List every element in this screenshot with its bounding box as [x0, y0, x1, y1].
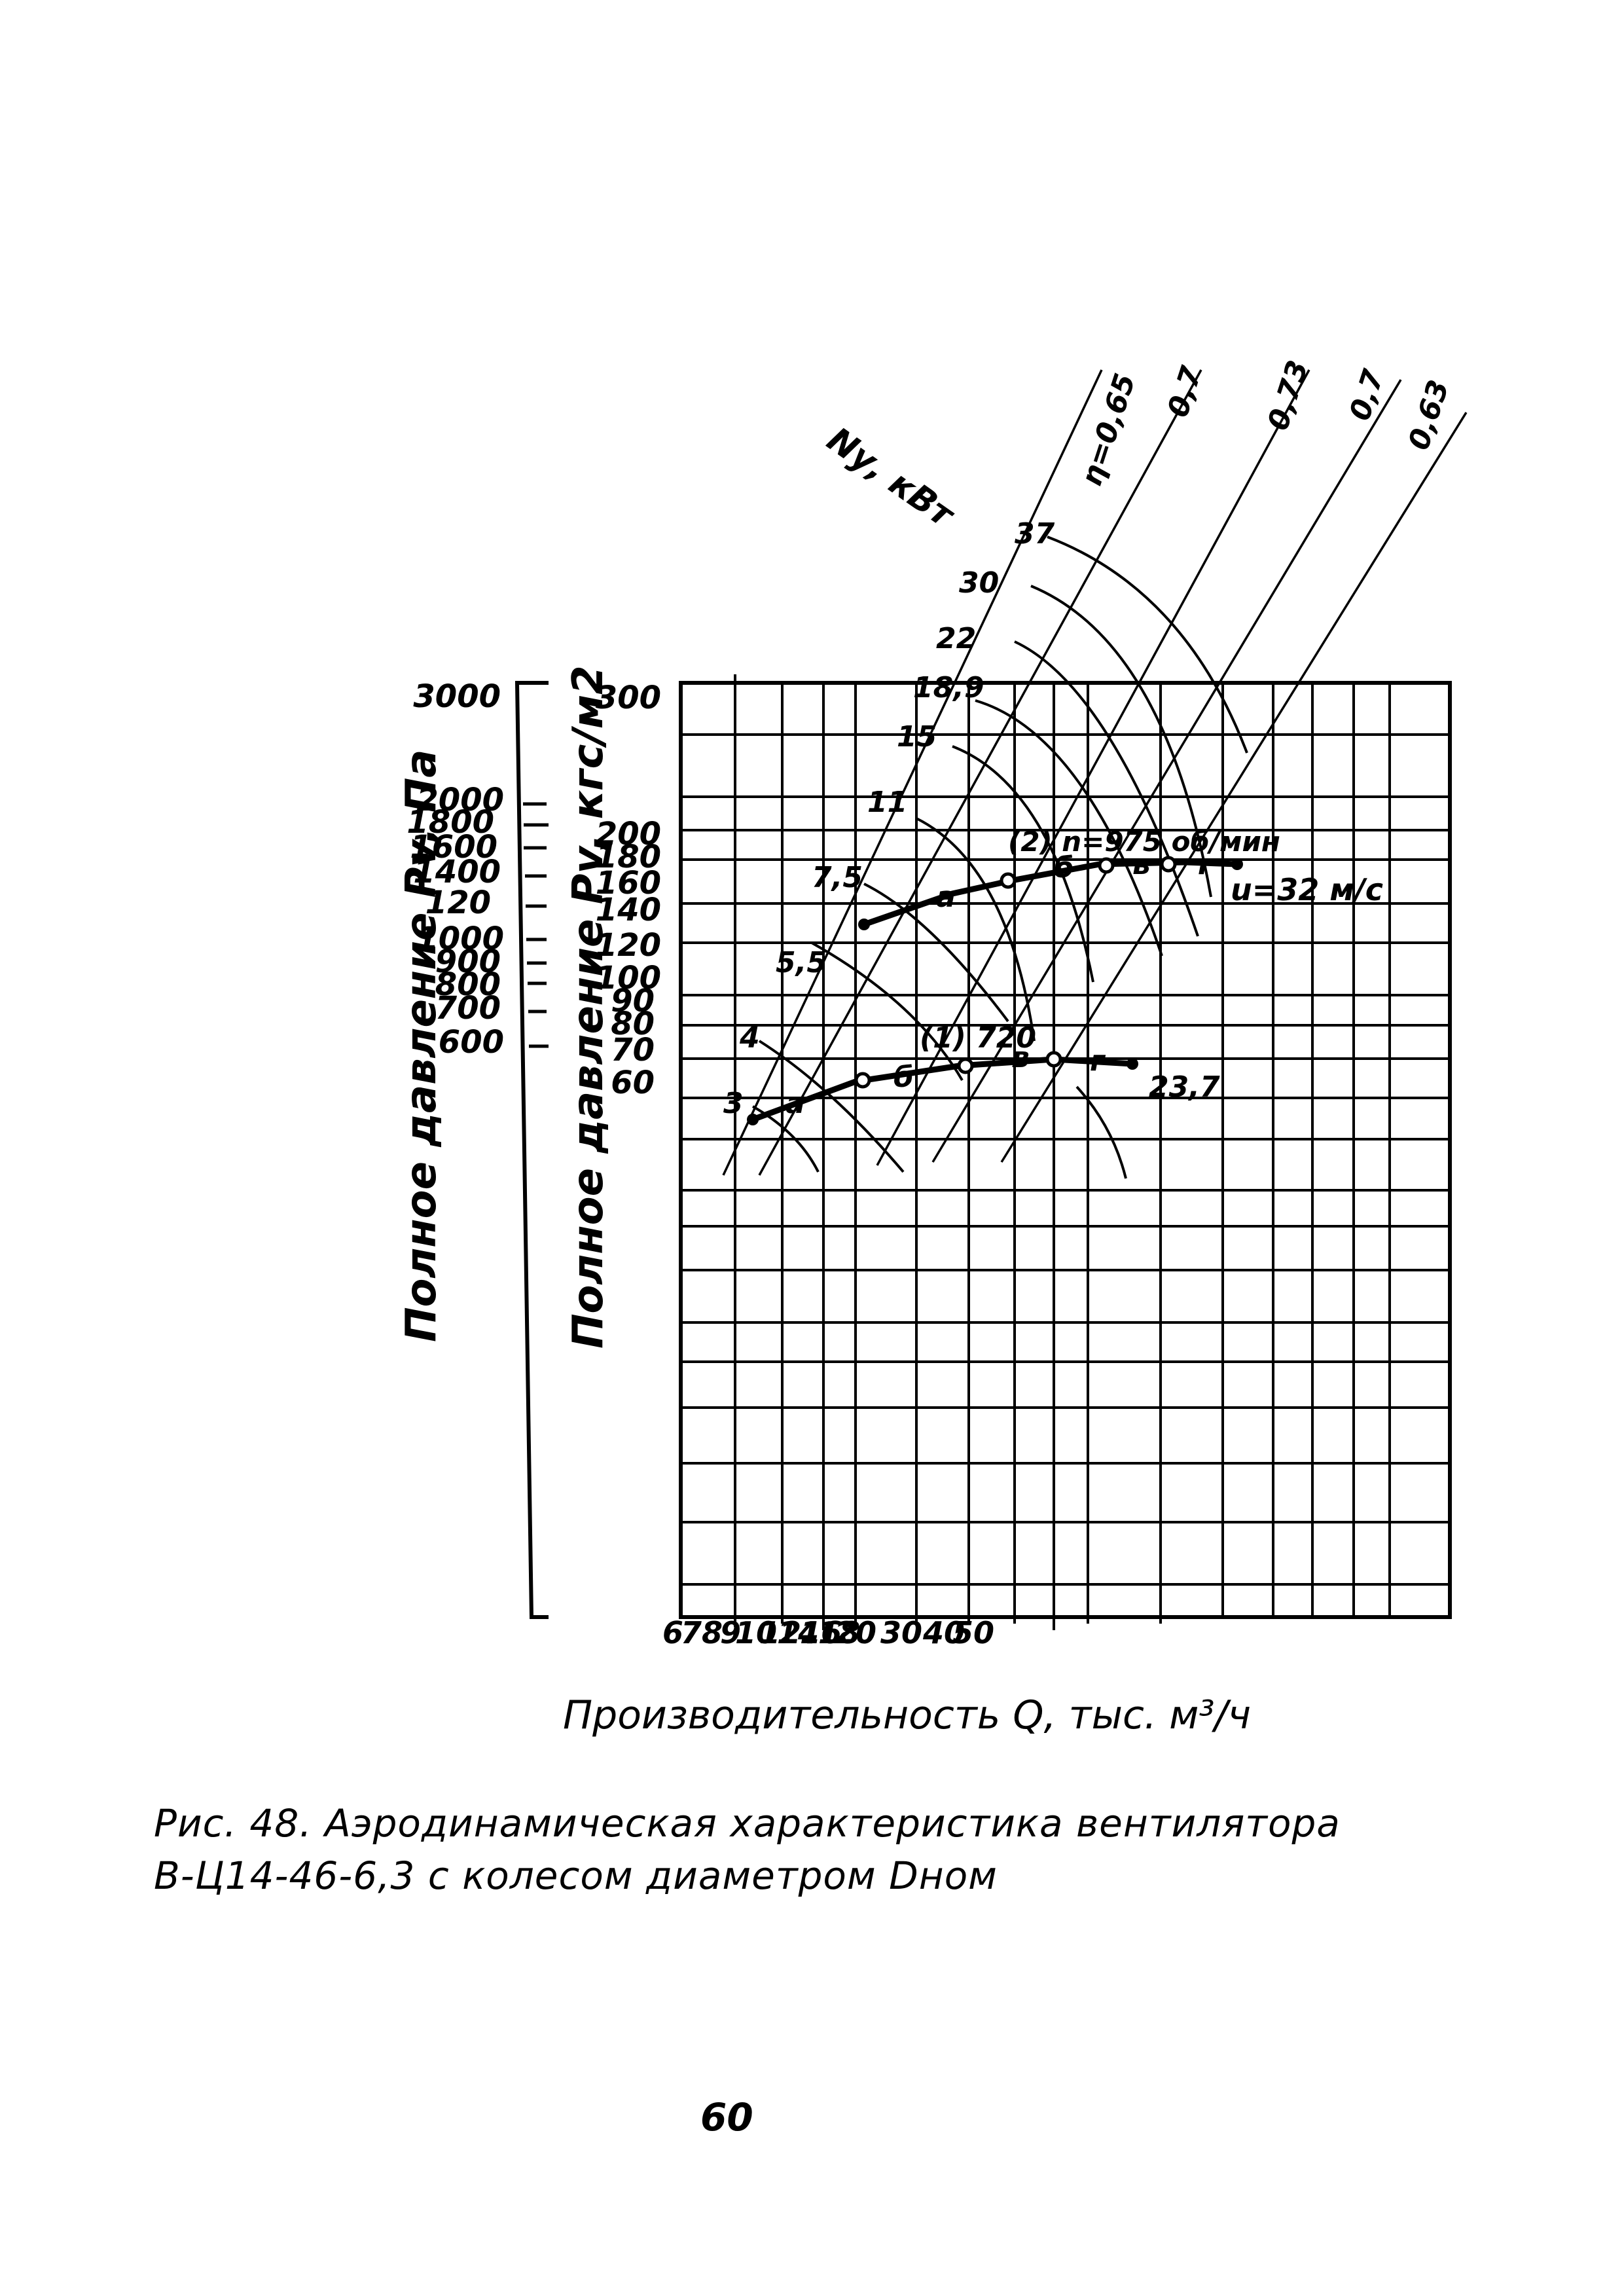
svg-text:9: 9 — [720, 1615, 741, 1650]
svg-text:90: 90 — [611, 983, 655, 1019]
svg-text:1000: 1000 — [416, 920, 504, 957]
svg-text:700: 700 — [435, 990, 501, 1027]
svg-text:6: 6 — [662, 1615, 683, 1650]
svg-text:60: 60 — [611, 1065, 655, 1101]
kgf-axis-title: Полное давление Pv, кгс/м2 — [564, 665, 613, 1349]
svg-text:1400: 1400 — [413, 854, 501, 890]
series-720: а б в г (1) 720 — [747, 1021, 1138, 1125]
x-tick-labels: 6 7 8 9 10 12 14 16 18 20 30 40 50 — [662, 1615, 994, 1650]
svg-text:300: 300 — [596, 680, 661, 716]
svg-text:в: в — [1132, 848, 1151, 881]
svg-text:5,5: 5,5 — [776, 946, 827, 979]
grid — [679, 674, 1452, 1630]
svg-text:8: 8 — [702, 1615, 723, 1650]
svg-text:7,5: 7,5 — [812, 861, 863, 894]
svg-text:23,7: 23,7 — [1149, 1070, 1220, 1104]
svg-text:200: 200 — [596, 816, 661, 852]
caption-line-1: Рис. 48. Аэродинамическая характеристика… — [154, 1801, 1341, 1846]
svg-text:10: 10 — [735, 1615, 777, 1650]
svg-text:в: в — [1011, 1041, 1030, 1074]
caption-line-2: В-Ц14-46-6,3 с колесом диаметром Dном — [154, 1853, 998, 1898]
svg-text:22: 22 — [936, 622, 976, 655]
svg-text:140: 140 — [596, 892, 661, 928]
svg-text:а: а — [785, 1087, 805, 1120]
svg-text:u=32 м/с: u=32 м/с — [1231, 872, 1383, 907]
kgf-tick-labels: 300 200 180 160 140 120 100 90 80 70 60 — [596, 680, 661, 1101]
svg-text:4: 4 — [739, 1021, 760, 1055]
svg-text:η=0,65: η=0,65 — [1075, 370, 1142, 490]
svg-text:900: 900 — [435, 943, 501, 980]
svg-text:г: г — [1090, 1044, 1106, 1078]
svg-text:0,7: 0,7 — [1161, 362, 1209, 421]
svg-text:(2) n=975 об/мин: (2) n=975 об/мин — [1008, 826, 1280, 858]
svg-text:40: 40 — [922, 1615, 965, 1650]
svg-text:а: а — [936, 881, 956, 914]
svg-text:12: 12 — [759, 1615, 801, 1650]
svg-text:б: б — [1054, 851, 1074, 884]
pa-tick-labels: 3000 2000 1800 1600 1400 120 1000 900 80… — [406, 678, 504, 1061]
svg-text:16: 16 — [800, 1615, 842, 1650]
svg-text:б: б — [893, 1061, 914, 1094]
figure-caption: Рис. 48. Аэродинамическая характеристика… — [154, 1797, 1341, 1902]
svg-text:11: 11 — [867, 786, 907, 819]
x-axis-title: Производительность Q, тыс. м³/ч — [563, 1692, 1252, 1738]
svg-text:120: 120 — [425, 884, 491, 921]
svg-text:100: 100 — [596, 960, 661, 996]
power-axis-title: Nу, кВт — [820, 420, 962, 536]
svg-text:50: 50 — [952, 1615, 994, 1650]
svg-text:0,7: 0,7 — [1343, 365, 1391, 424]
svg-text:7: 7 — [681, 1615, 702, 1650]
svg-text:180: 180 — [596, 839, 661, 875]
pa-axis-title: Полное давление Pv, Па — [397, 750, 446, 1342]
svg-text:1600: 1600 — [410, 829, 497, 866]
svg-text:80: 80 — [611, 1006, 655, 1042]
power-arcs — [752, 536, 1248, 1179]
svg-text:14: 14 — [777, 1615, 819, 1650]
svg-text:120: 120 — [596, 927, 661, 964]
svg-text:3: 3 — [723, 1087, 744, 1120]
svg-text:20: 20 — [835, 1615, 876, 1650]
svg-text:(1) 720: (1) 720 — [920, 1021, 1036, 1055]
page-number: 60 — [700, 2095, 753, 2140]
svg-text:18,9: 18,9 — [913, 671, 984, 704]
power-labels: 37 30 22 18,9 15 11 7,5 5,5 4 3 23,7 — [723, 517, 1220, 1120]
svg-text:160: 160 — [596, 865, 661, 902]
svg-text:30: 30 — [880, 1615, 922, 1650]
svg-text:15: 15 — [897, 720, 937, 754]
svg-text:30: 30 — [959, 566, 999, 600]
svg-text:800: 800 — [435, 966, 501, 1003]
efficiency-labels: η=0,65 0,7 0,73 0,7 0,63 — [1075, 356, 1456, 490]
series-975: а б в г (2) n=975 об/мин u=32 м/с — [858, 826, 1383, 930]
pa-axis — [514, 681, 549, 1619]
svg-text:г: г — [1198, 848, 1214, 881]
svg-text:3000: 3000 — [413, 678, 501, 715]
svg-text:70: 70 — [611, 1032, 655, 1068]
svg-text:37: 37 — [1015, 517, 1055, 551]
svg-text:2000: 2000 — [416, 782, 504, 818]
svg-text:600: 600 — [439, 1024, 504, 1061]
svg-text:1800: 1800 — [406, 804, 494, 841]
efficiency-lines — [722, 369, 1468, 1176]
svg-text:0,73: 0,73 — [1261, 356, 1315, 434]
svg-text:18: 18 — [818, 1615, 860, 1650]
